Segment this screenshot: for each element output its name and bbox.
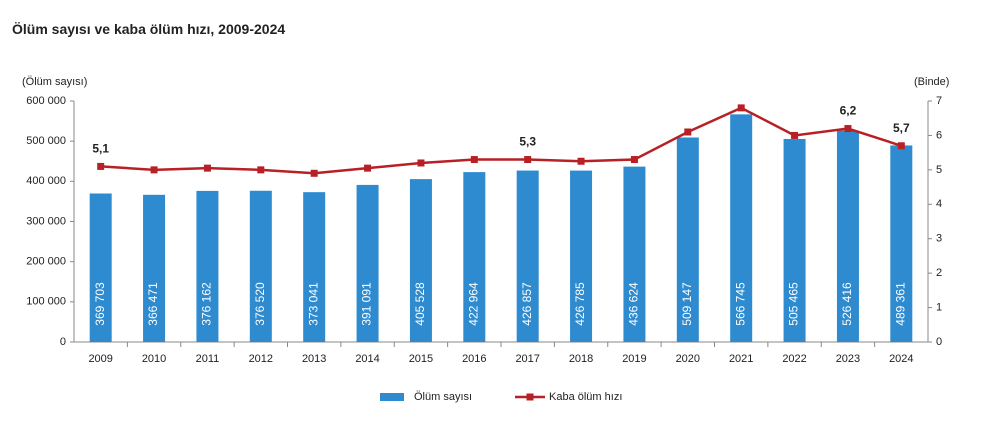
y2-tick-label: 4 <box>936 198 942 210</box>
y-tick-label: 300 000 <box>26 215 66 227</box>
bar-value-label: 526 416 <box>840 282 854 326</box>
bar-value-label: 376 520 <box>253 282 267 326</box>
line <box>100 106 902 175</box>
bar-value-label: 436 624 <box>627 282 641 326</box>
y2-axis-label: (Binde) <box>914 76 949 88</box>
bar-value-label: 426 785 <box>573 282 587 326</box>
y-tick-label: 0 <box>60 336 66 348</box>
line-marker <box>417 159 425 167</box>
line-marker <box>684 128 692 136</box>
x-tick-label: 2022 <box>782 353 806 365</box>
bar <box>409 179 432 342</box>
x-tick-label: 2019 <box>622 353 646 365</box>
y2-tick-label: 2 <box>936 267 942 279</box>
line-value-label: 5,1 <box>92 142 109 156</box>
bar <box>249 190 272 342</box>
line-marker <box>203 164 211 172</box>
bar <box>143 194 166 342</box>
bar-value-label: 369 703 <box>93 282 107 326</box>
x-tick-label: 2013 <box>302 353 326 365</box>
line-marker <box>470 156 478 164</box>
line-marker <box>630 156 638 164</box>
bar-value-label: 505 465 <box>787 282 801 326</box>
line-marker <box>897 142 905 150</box>
y2-tick-label: 7 <box>936 95 942 107</box>
line-value-label: 5,7 <box>893 121 910 135</box>
legend-swatch <box>526 393 534 401</box>
y2-tick-label: 0 <box>936 336 942 348</box>
x-tick-label: 2024 <box>889 353 913 365</box>
bar-value-label: 422 964 <box>466 282 480 326</box>
line-marker <box>97 162 105 170</box>
y2-tick-label: 6 <box>936 129 942 141</box>
bar <box>303 192 326 342</box>
bar <box>623 166 646 342</box>
bar <box>676 137 699 342</box>
legend-label: Ölüm sayısı <box>414 391 472 403</box>
bar <box>516 170 539 342</box>
bar <box>890 145 913 342</box>
x-tick-label: 2017 <box>515 353 539 365</box>
y-axis-label: (Ölüm sayısı) <box>22 76 87 88</box>
bar-value-label: 405 528 <box>413 282 427 326</box>
bar <box>463 172 486 342</box>
y-tick-label: 500 000 <box>26 135 66 147</box>
line-marker <box>844 125 852 133</box>
bar-value-label: 509 147 <box>680 282 694 326</box>
x-tick-label: 2012 <box>249 353 273 365</box>
bar <box>570 170 593 342</box>
x-tick-label: 2023 <box>836 353 860 365</box>
legend-label: Kaba ölüm hızı <box>549 391 622 403</box>
bar <box>836 130 859 342</box>
line-marker <box>737 104 745 112</box>
bar-value-label: 373 041 <box>306 282 320 326</box>
chart-title: Ölüm sayısı ve kaba ölüm hızı, 2009-2024 <box>12 21 285 37</box>
x-tick-label: 2016 <box>462 353 486 365</box>
bar-value-label: 391 091 <box>360 282 374 326</box>
line-marker <box>577 157 585 165</box>
y2-tick-label: 1 <box>936 301 942 313</box>
bar-value-label: 376 162 <box>200 282 214 326</box>
y-tick-label: 100 000 <box>26 296 66 308</box>
bar-value-label: 489 361 <box>893 282 907 326</box>
line-marker <box>364 164 372 172</box>
x-tick-label: 2018 <box>569 353 593 365</box>
x-tick-label: 2011 <box>196 353 220 365</box>
y2-tick-label: 3 <box>936 233 942 245</box>
line-marker <box>310 169 318 177</box>
bar-value-label: 366 471 <box>146 282 160 326</box>
bar <box>730 114 753 342</box>
y2-tick-label: 5 <box>936 164 942 176</box>
bar <box>196 190 219 342</box>
legend-swatch <box>380 393 404 401</box>
line-marker <box>150 166 158 174</box>
bar <box>783 138 806 342</box>
line-marker <box>257 166 265 174</box>
line-value-label: 6,2 <box>840 104 857 118</box>
line-value-label: 5,3 <box>519 135 536 149</box>
line-marker <box>524 156 532 164</box>
bar <box>89 193 112 342</box>
x-tick-label: 2015 <box>409 353 433 365</box>
bar-value-label: 426 857 <box>520 282 534 326</box>
x-tick-label: 2014 <box>355 353 379 365</box>
bar-value-label: 566 745 <box>733 282 747 326</box>
line-marker <box>791 131 799 139</box>
y-tick-label: 200 000 <box>26 256 66 268</box>
x-tick-label: 2010 <box>142 353 166 365</box>
x-tick-label: 2020 <box>676 353 700 365</box>
y-tick-label: 600 000 <box>26 95 66 107</box>
x-tick-label: 2009 <box>88 353 112 365</box>
bar <box>356 184 379 342</box>
y-tick-label: 400 000 <box>26 175 66 187</box>
x-tick-label: 2021 <box>729 353 753 365</box>
